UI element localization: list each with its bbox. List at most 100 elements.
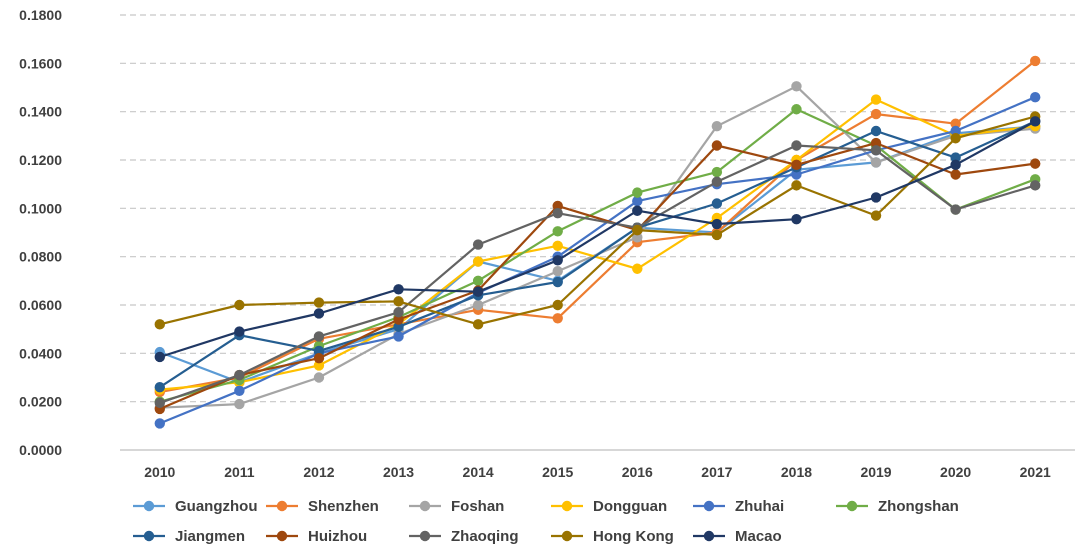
legend-label: Macao <box>735 528 782 545</box>
data-point-huizhou <box>711 140 723 151</box>
legend-label: Zhaoqing <box>451 528 519 545</box>
x-tick-label: 2020 <box>940 464 971 480</box>
data-point-macao <box>791 214 802 225</box>
y-tick-label: 0.0000 <box>19 442 62 458</box>
y-tick-label: 0.0400 <box>19 345 62 361</box>
data-point-foshan <box>632 232 643 243</box>
x-tick-label: 2016 <box>622 464 653 480</box>
data-point-zhuhai <box>154 418 165 429</box>
data-point-dongguan <box>472 256 484 267</box>
y-tick-label: 0.0200 <box>19 394 62 410</box>
series-line-zhaoqing <box>159 144 1036 404</box>
legend-label: Hong Kong <box>593 528 674 545</box>
data-point-dongguan <box>632 263 643 274</box>
data-point-zhuhai <box>950 125 961 137</box>
data-point-zhongshan <box>711 166 723 178</box>
legend-marker <box>846 500 858 512</box>
legend-marker <box>561 500 573 512</box>
data-point-zhaoqing <box>313 331 325 342</box>
data-point-hong-kong <box>791 180 802 191</box>
data-point-hong-kong <box>870 210 882 221</box>
data-point-dongguan <box>552 240 563 251</box>
data-point-shenzhen <box>1030 55 1041 67</box>
legend-marker <box>561 530 573 542</box>
data-point-macao <box>154 351 165 363</box>
data-point-zhaoqing <box>552 207 563 219</box>
data-point-macao <box>472 286 484 297</box>
data-point-jiangmen <box>313 345 325 357</box>
data-point-foshan <box>313 372 325 383</box>
data-point-hong-kong <box>393 296 404 307</box>
legend-marker <box>143 530 155 542</box>
gridlines <box>120 14 1075 451</box>
series-macao <box>154 116 1041 363</box>
legend-label: Guangzhou <box>175 498 258 515</box>
legend-label: Jiangmen <box>175 528 245 545</box>
data-point-macao <box>234 326 245 337</box>
x-tick-label: 2017 <box>701 464 732 480</box>
data-point-zhongshan <box>552 226 563 237</box>
series-line-macao <box>159 120 1036 359</box>
data-point-huizhou <box>393 314 404 325</box>
data-point-jiangmen <box>950 152 961 163</box>
data-point-hong-kong <box>950 133 961 144</box>
data-point-zhongshan <box>632 187 643 198</box>
legend-marker <box>703 530 715 542</box>
legend-marker <box>419 530 431 542</box>
data-point-macao <box>950 159 961 171</box>
data-point-foshan <box>234 398 245 410</box>
data-point-foshan <box>552 265 563 277</box>
legend-label: Dongguan <box>593 498 667 515</box>
data-point-shenzhen <box>870 108 882 120</box>
data-point-zhuhai <box>791 169 802 180</box>
legend-item-zhaoqing: Zhaoqing <box>409 528 519 545</box>
data-point-hong-kong <box>313 297 325 308</box>
data-point-zhaoqing <box>234 369 245 381</box>
data-point-zhaoqing <box>154 397 165 409</box>
series-zhaoqing <box>154 140 1041 409</box>
x-tick-label: 2010 <box>144 464 175 480</box>
x-tick-label: 2011 <box>224 464 255 480</box>
series-shenzhen <box>154 55 1041 398</box>
data-point-macao <box>870 192 882 203</box>
data-point-huizhou <box>791 159 802 171</box>
series-line-huizhou <box>159 142 1036 410</box>
data-point-foshan <box>791 81 802 92</box>
legend-item-shenzhen: Shenzhen <box>266 498 379 515</box>
legend-label: Foshan <box>451 498 504 515</box>
data-point-macao <box>632 205 643 216</box>
series-dongguan <box>154 94 1041 395</box>
data-point-macao <box>552 255 563 266</box>
legend-item-jiangmen: Jiangmen <box>133 528 245 545</box>
data-point-shenzhen <box>552 313 563 324</box>
legend-item-dongguan: Dongguan <box>551 498 667 515</box>
data-point-jiangmen <box>870 125 882 137</box>
data-point-zhongshan <box>472 275 484 287</box>
y-tick-label: 0.1400 <box>19 104 62 120</box>
data-point-hong-kong <box>154 319 165 330</box>
data-point-macao <box>393 284 404 295</box>
y-tick-label: 0.1000 <box>19 200 62 216</box>
legend-marker <box>703 500 715 512</box>
series-foshan <box>154 81 1041 413</box>
data-point-macao <box>711 218 723 230</box>
legend: Guangzhou Shenzhen Foshan Dongguan Zhuhai Zho… <box>133 498 959 545</box>
data-point-zhuhai <box>234 385 245 396</box>
x-tick-label: 2012 <box>303 464 334 480</box>
legend-item-foshan: Foshan <box>409 498 504 515</box>
legend-item-guangzhou: Guangzhou <box>133 498 258 515</box>
data-point-huizhou <box>950 169 961 180</box>
y-tick-label: 0.0800 <box>19 249 62 265</box>
data-point-foshan <box>870 157 882 168</box>
data-point-zhaoqing <box>472 239 484 250</box>
data-point-jiangmen <box>154 381 165 393</box>
legend-label: Shenzhen <box>308 498 379 515</box>
data-point-jiangmen <box>711 198 723 209</box>
data-point-zhaoqing <box>870 145 882 156</box>
series-line-zhuhai <box>159 96 1036 425</box>
data-point-huizhou <box>552 200 563 212</box>
legend-item-zhongshan: Zhongshan <box>836 498 959 515</box>
x-tick-label: 2013 <box>383 464 414 480</box>
data-point-hong-kong <box>552 299 563 311</box>
